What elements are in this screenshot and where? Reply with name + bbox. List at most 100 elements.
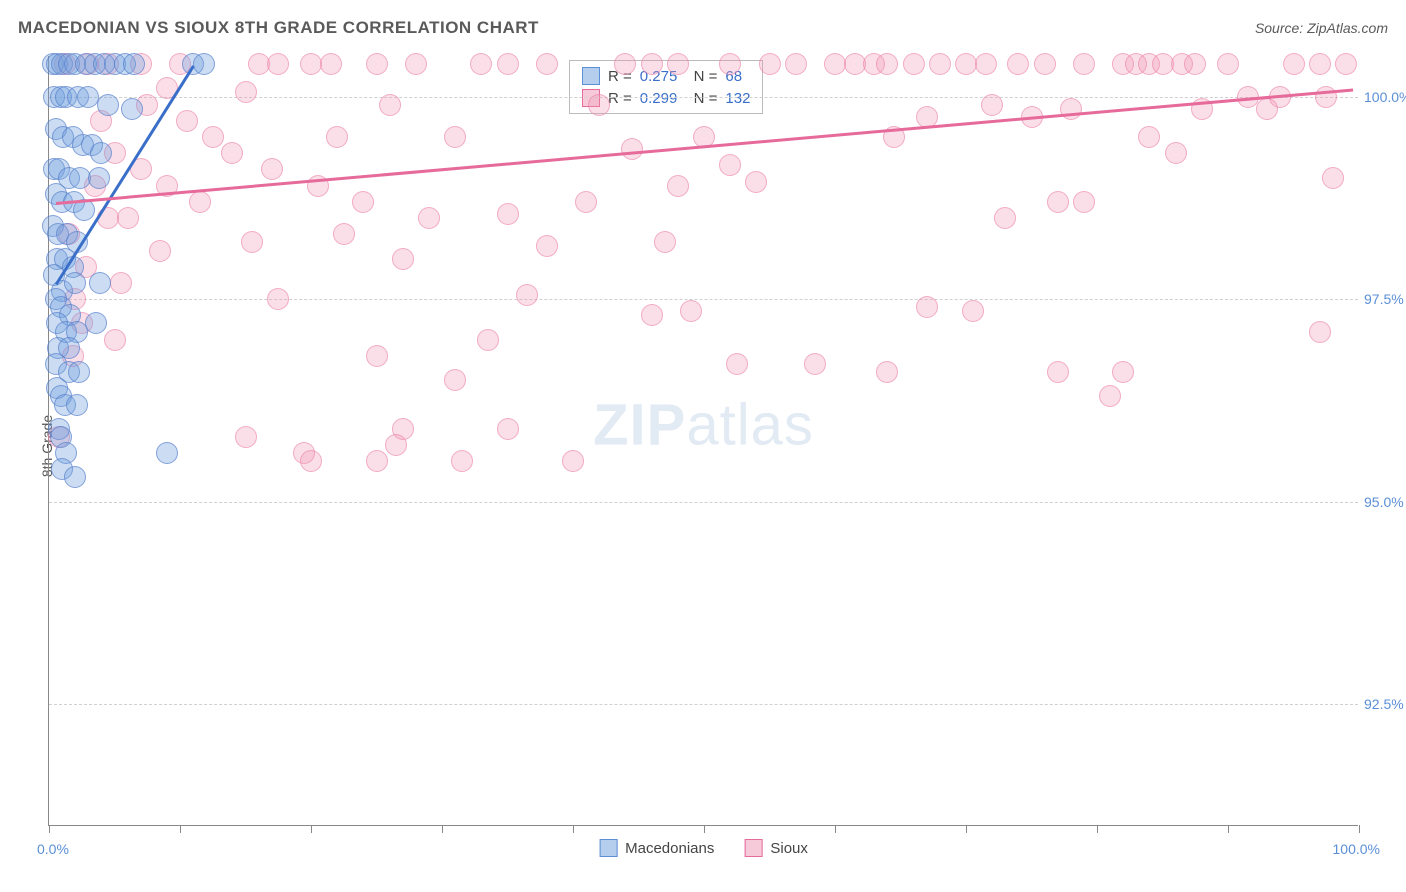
y-tick-label: 100.0% (1364, 89, 1406, 105)
data-point (261, 158, 283, 180)
data-point (235, 81, 257, 103)
data-point (1073, 191, 1095, 213)
data-point (85, 312, 107, 334)
data-point (326, 126, 348, 148)
data-point (575, 191, 597, 213)
x-tick (1228, 825, 1229, 833)
x-tick (1359, 825, 1360, 833)
data-point (536, 53, 558, 75)
data-point (89, 272, 111, 294)
data-point (88, 167, 110, 189)
data-point (981, 94, 1003, 116)
data-point (90, 142, 112, 164)
data-point (352, 191, 374, 213)
data-point (66, 394, 88, 416)
data-point (444, 369, 466, 391)
data-point (536, 235, 558, 257)
x-tick (442, 825, 443, 833)
data-point (405, 53, 427, 75)
data-point (193, 53, 215, 75)
legend-swatch-blue (582, 67, 600, 85)
legend-item-sioux: Sioux (744, 839, 808, 857)
data-point (719, 53, 741, 75)
data-point (267, 53, 289, 75)
data-point (588, 94, 610, 116)
data-point (929, 53, 951, 75)
legend-swatch-blue (599, 839, 617, 857)
gridline (49, 299, 1358, 300)
data-point (1335, 53, 1357, 75)
data-point (123, 53, 145, 75)
data-point (1073, 53, 1095, 75)
data-point (516, 284, 538, 306)
data-point (444, 126, 466, 148)
data-point (300, 450, 322, 472)
data-point (189, 191, 211, 213)
data-point (916, 296, 938, 318)
data-point (1007, 53, 1029, 75)
data-point (562, 450, 584, 472)
data-point (1034, 53, 1056, 75)
plot-area: ZIPatlas R = 0.275 N = 68 R = 0.299 N = … (48, 56, 1358, 826)
data-point (366, 345, 388, 367)
data-point (333, 223, 355, 245)
data-point (235, 426, 257, 448)
data-point (477, 329, 499, 351)
chart-header: MACEDONIAN VS SIOUX 8TH GRADE CORRELATIO… (18, 18, 1388, 48)
data-point (994, 207, 1016, 229)
data-point (418, 207, 440, 229)
data-point (202, 126, 224, 148)
data-point (149, 240, 171, 262)
chart-source: Source: ZipAtlas.com (1255, 20, 1388, 36)
data-point (497, 418, 519, 440)
data-point (876, 361, 898, 383)
data-point (1184, 53, 1206, 75)
data-point (726, 353, 748, 375)
series-legend: Macedonians Sioux (599, 839, 808, 857)
x-tick (966, 825, 967, 833)
y-tick-label: 92.5% (1364, 696, 1406, 712)
x-tick (180, 825, 181, 833)
data-point (667, 175, 689, 197)
data-point (654, 231, 676, 253)
data-point (104, 329, 126, 351)
data-point (1256, 98, 1278, 120)
data-point (267, 288, 289, 310)
data-point (497, 203, 519, 225)
data-point (1099, 385, 1121, 407)
data-point (719, 154, 741, 176)
x-tick (311, 825, 312, 833)
gridline (49, 704, 1358, 705)
y-tick-label: 97.5% (1364, 291, 1406, 307)
data-point (804, 353, 826, 375)
x-tick (704, 825, 705, 833)
data-point (221, 142, 243, 164)
data-point (451, 450, 473, 472)
chart-title: MACEDONIAN VS SIOUX 8TH GRADE CORRELATIO… (18, 18, 539, 37)
x-tick (573, 825, 574, 833)
data-point (241, 231, 263, 253)
data-point (392, 248, 414, 270)
data-point (320, 53, 342, 75)
data-point (1309, 321, 1331, 343)
x-tick (835, 825, 836, 833)
data-point (641, 53, 663, 75)
data-point (121, 98, 143, 120)
data-point (366, 53, 388, 75)
data-point (1283, 53, 1305, 75)
chart-container: MACEDONIAN VS SIOUX 8TH GRADE CORRELATIO… (0, 0, 1406, 892)
data-point (621, 138, 643, 160)
data-point (379, 94, 401, 116)
data-point (68, 361, 90, 383)
watermark: ZIPatlas (593, 392, 814, 459)
data-point (497, 53, 519, 75)
data-point (1112, 361, 1134, 383)
data-point (876, 53, 898, 75)
legend-swatch-pink (744, 839, 762, 857)
data-point (903, 53, 925, 75)
data-point (1047, 191, 1069, 213)
data-point (785, 53, 807, 75)
data-point (1165, 142, 1187, 164)
data-point (117, 207, 139, 229)
x-tick (1097, 825, 1098, 833)
